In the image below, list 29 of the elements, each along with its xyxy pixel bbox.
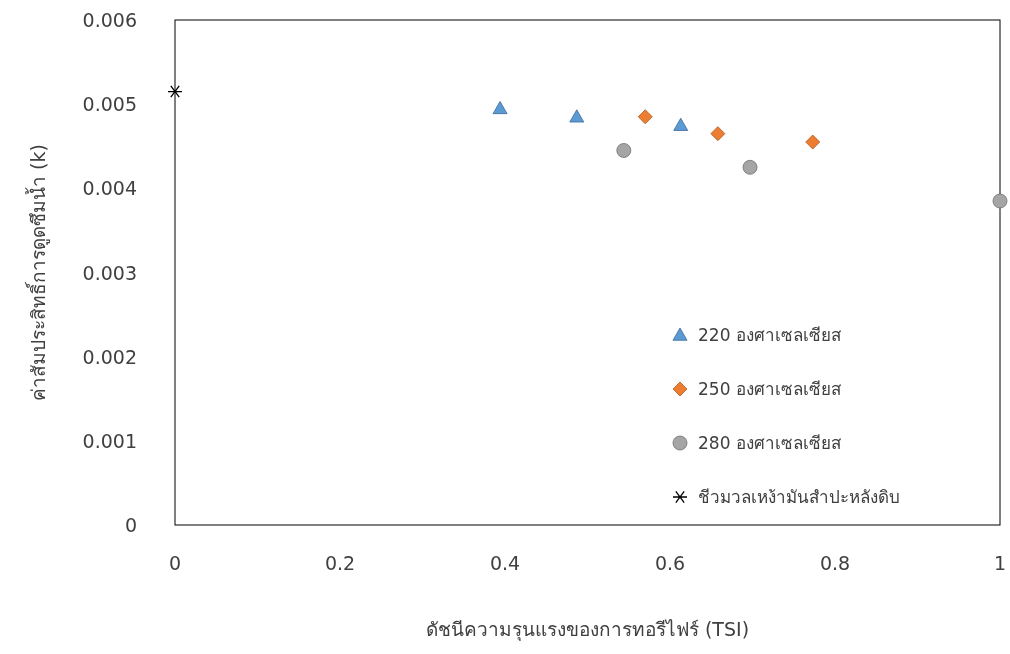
y-tick-label: 0.003 <box>82 261 137 284</box>
point <box>710 126 726 142</box>
x-tick-label: 0.2 <box>324 552 356 574</box>
y-tick-label: 0 <box>124 514 137 536</box>
point <box>805 134 821 150</box>
y-tick-label: 0.004 <box>82 177 137 200</box>
legend-label: 250 องศาเซลเซียส <box>698 379 842 399</box>
point <box>492 100 508 115</box>
legend-label: 220 องศาเซลเซียส <box>698 325 842 345</box>
x-tick-label: 0.4 <box>489 552 521 574</box>
y-tick-label: 0.002 <box>82 345 137 368</box>
point <box>167 85 183 98</box>
y-axis-title: ค่าสัมประสิทธิ์การดูดซึมน้ำ (k) <box>24 144 50 401</box>
legend-label: 280 องศาเซลเซียส <box>698 433 842 453</box>
legend-label: ชีวมวลเหง้ามันสำปะหลังดิบ <box>698 487 900 507</box>
point <box>742 159 758 175</box>
x-tick-label: 0.6 <box>654 552 686 574</box>
point <box>637 109 653 125</box>
y-tick-label: 0.005 <box>82 93 137 116</box>
x-axis-title: ดัชนีความรุนแรงของการทอรีไฟร์ (TSI) <box>425 618 750 642</box>
point <box>673 117 689 131</box>
y-tick-label: 0.006 <box>82 9 137 31</box>
x-tick-label: 1 <box>993 552 1007 574</box>
point <box>992 193 1008 209</box>
point <box>569 109 585 123</box>
x-tick-label: 0.8 <box>819 552 851 574</box>
y-tick-label: 0.001 <box>82 429 137 452</box>
x-tick-label: 0 <box>168 552 182 574</box>
point <box>616 143 632 158</box>
